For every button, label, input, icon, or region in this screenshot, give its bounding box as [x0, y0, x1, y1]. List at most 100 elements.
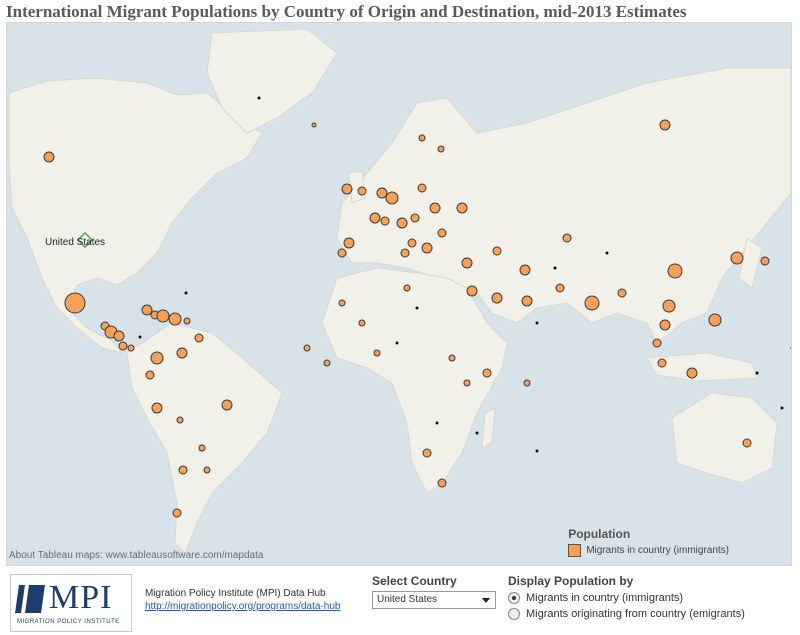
bubble-japan[interactable] — [760, 256, 770, 266]
bubble-romania[interactable] — [437, 228, 447, 238]
country-dropdown[interactable]: United States — [372, 591, 496, 609]
mpi-logo-subtext: MIGRATION POLICY INSTITUTE — [17, 619, 120, 625]
bubble-senegal[interactable] — [323, 359, 331, 367]
bubble-nicaragua[interactable] — [118, 341, 128, 351]
bubble-haiti[interactable] — [156, 309, 170, 323]
bubble-ukraine[interactable] — [456, 202, 468, 214]
radio-emigrants[interactable] — [508, 608, 520, 620]
bubble-cuba[interactable] — [141, 304, 153, 316]
selected-country-label: United States — [45, 237, 106, 248]
legend-swatch — [568, 544, 582, 557]
bubble-myanmar[interactable] — [662, 299, 676, 313]
bubble-honduras[interactable] — [113, 330, 125, 342]
legend-title: Population — [568, 527, 631, 541]
bubble-uruguay[interactable] — [203, 466, 211, 474]
landmass-madagascar — [481, 407, 496, 449]
map-canvas[interactable] — [7, 23, 791, 565]
bubble-bolivia[interactable] — [176, 416, 184, 424]
bubble-sweden[interactable] — [418, 134, 426, 142]
bubble-indonesia[interactable] — [686, 367, 698, 379]
bubble-switzerland[interactable] — [380, 216, 390, 226]
country-dropdown-value: United States — [377, 594, 438, 605]
radio-option-emigrants[interactable]: Migrants originating from country (emigr… — [508, 608, 745, 620]
bubble-costa-rica[interactable] — [127, 344, 135, 352]
bubble-iraq[interactable] — [491, 292, 503, 304]
bubble-turkey[interactable] — [461, 257, 473, 269]
bubble-paraguay[interactable] — [198, 444, 206, 452]
bubble-south-africa[interactable] — [422, 448, 432, 458]
bubble-netherlands[interactable] — [376, 187, 388, 199]
bubble-spain[interactable] — [343, 237, 355, 249]
landmass-south-america — [126, 322, 283, 554]
bubble-puerto-rico[interactable] — [183, 317, 191, 325]
bubble-india[interactable] — [584, 295, 600, 311]
hub-link[interactable]: http://migrationpolicy.org/programs/data… — [145, 601, 341, 612]
landmass-australia — [671, 392, 778, 484]
bubble-serbia[interactable] — [407, 238, 417, 248]
bubble-colombia[interactable] — [150, 351, 164, 365]
radio-immigrants[interactable] — [508, 592, 520, 604]
world-map[interactable]: United States About Tableau maps: www.ta… — [6, 22, 792, 566]
bubble-philippines[interactable] — [708, 313, 722, 327]
landmass-north-america — [8, 77, 263, 354]
hub-info: Migration Policy Institute (MPI) Data Hu… — [145, 588, 340, 612]
bubble-brazil[interactable] — [221, 399, 233, 411]
bubble-belarus[interactable] — [429, 202, 441, 214]
bubble-bulgaria[interactable] — [421, 242, 433, 254]
bubble-south-korea[interactable] — [730, 251, 744, 265]
bubble-somalia[interactable] — [523, 379, 531, 387]
bubble-australia[interactable] — [742, 438, 752, 448]
bubble-uk[interactable] — [357, 186, 367, 196]
bubble-algeria[interactable] — [403, 284, 411, 292]
bubble-iran[interactable] — [519, 264, 531, 276]
bubble-morocco[interactable] — [338, 299, 346, 307]
select-country-block: Select Country United States — [372, 574, 496, 609]
bubble-russia[interactable] — [659, 119, 671, 131]
select-country-label: Select Country — [372, 574, 457, 588]
bubble-iceland[interactable] — [311, 122, 317, 128]
selected-country-marker[interactable] — [76, 231, 94, 249]
small-markers — [138, 96, 791, 453]
bubble-france[interactable] — [369, 212, 381, 224]
bubble-ecuador[interactable] — [145, 370, 155, 380]
bubble-poland[interactable] — [410, 213, 420, 223]
bubble-austria[interactable] — [396, 217, 408, 229]
bubble-dominican-republic[interactable] — [168, 312, 182, 326]
legend-item-label: Migrants in country (immigrants) — [586, 545, 729, 556]
bubble-chile[interactable] — [172, 508, 182, 518]
bubble-syria[interactable] — [466, 285, 478, 297]
bubble-georgia[interactable] — [492, 246, 502, 256]
map-attribution[interactable]: About Tableau maps: www.tableausoftware.… — [9, 550, 264, 561]
chevron-down-icon — [482, 598, 490, 603]
bubble-germany[interactable] — [385, 191, 399, 205]
bubble-kazakhstan[interactable] — [562, 233, 572, 243]
bubble-italy[interactable] — [400, 248, 410, 258]
bubble-canada-north[interactable] — [43, 151, 55, 163]
bubble-peru[interactable] — [151, 402, 163, 414]
bubble-malaysia[interactable] — [657, 358, 667, 368]
radio-option-immigrants[interactable]: Migrants in country (immigrants) — [508, 592, 745, 604]
bubble-kenya[interactable] — [463, 379, 471, 387]
bubble-venezuela[interactable] — [194, 333, 204, 343]
bubble-finland[interactable] — [437, 145, 445, 153]
bubble-cape-verde[interactable] — [303, 344, 311, 352]
bubble-argentina[interactable] — [178, 465, 188, 475]
bubble-mexico[interactable] — [64, 292, 86, 314]
bubble-pakistan[interactable] — [555, 283, 565, 293]
bubble-bangladesh[interactable] — [617, 288, 627, 298]
bubble-mali[interactable] — [358, 319, 366, 327]
bubble-lithuania[interactable] — [417, 183, 427, 193]
bubble-portugal[interactable] — [337, 248, 347, 258]
bubble-thailand[interactable] — [659, 319, 671, 331]
mpi-logo-text: MPI — [49, 579, 113, 616]
bubble-venezuela-2[interactable] — [176, 347, 188, 359]
bubble-ireland[interactable] — [341, 183, 353, 195]
bubble-ethiopia[interactable] — [482, 368, 492, 378]
bubble-afghanistan[interactable] — [521, 295, 533, 307]
bubble-south-africa-2[interactable] — [437, 478, 447, 488]
bubble-sudan[interactable] — [448, 354, 456, 362]
bubble-china[interactable] — [667, 263, 683, 279]
bubble-nigeria[interactable] — [373, 349, 381, 357]
bubble-vietnam[interactable] — [652, 338, 662, 348]
hub-name: Migration Policy Institute (MPI) Data Hu… — [145, 588, 326, 599]
